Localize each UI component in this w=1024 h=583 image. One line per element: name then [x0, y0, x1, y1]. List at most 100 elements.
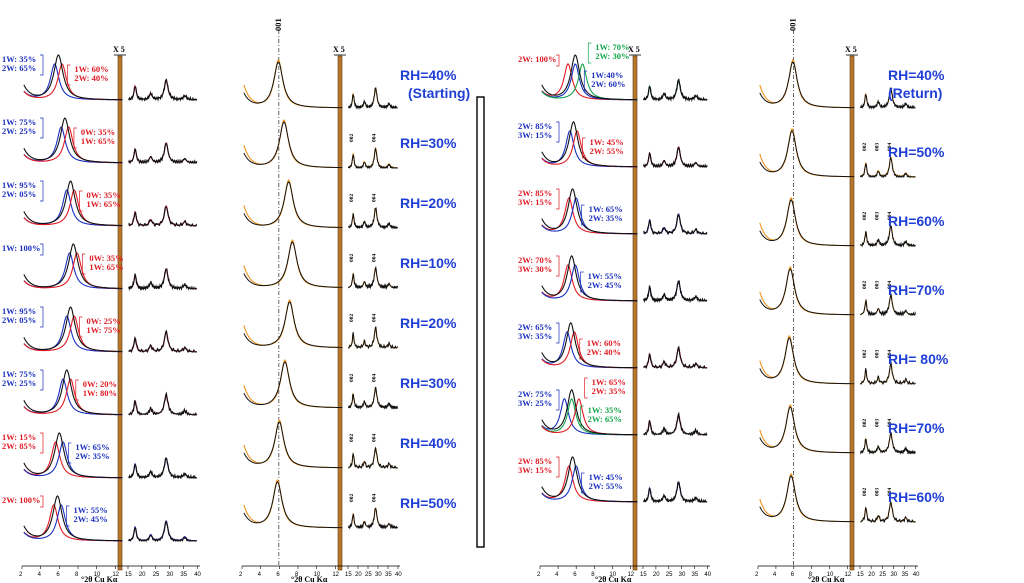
panel-a-row-3-bracket-red [81, 253, 86, 275]
panel-a-row-4-label-blue-0: 1W: 95% [2, 306, 36, 316]
panel-b-x-tick-label-4: 10 [314, 572, 321, 578]
panel-c-x-tick-label-9: 30 [679, 572, 686, 578]
panel-c-row-3-label-red-1: 3W: 30% [518, 264, 552, 274]
panel-c-row-0-label-blue-1: 2W: 60% [591, 79, 625, 89]
panel-c-row-3-label-blue-0: 1W: 55% [588, 271, 622, 281]
panel-c-row-3-bracket-blue [580, 271, 584, 293]
panel-c-row-6-bracket-blue [581, 472, 585, 494]
panel-d-x-tick-label-11: 40 [913, 572, 920, 578]
panel-c-row-5-label-green-0: 1W: 35% [588, 405, 622, 415]
panel-a-row-7-bracket-blue [66, 505, 70, 527]
panel-a-row-4-label-red-0: 0W: 25% [87, 316, 121, 326]
panel-a-row-5-label-blue-1: 2W: 25% [2, 378, 36, 388]
panel-a-row-6-bracket-blue [67, 442, 72, 464]
panel-d-row-2-reflection-004: 004 [887, 212, 893, 221]
panel-b-row-7-calculated [243, 479, 398, 529]
panel-d-row-1-reflection-002: 002 [862, 143, 868, 152]
panel-c-row-3-label-red-0: 2W: 70% [518, 255, 552, 265]
panel-c-row-5-label-blue-0: 2W: 75% [518, 389, 552, 399]
panel-a-row-4-experimental [23, 306, 197, 353]
panel-d-row-6-reflection-003: 003 [874, 488, 880, 497]
panel-b-reflection-001-label: 001 [273, 18, 283, 31]
panel-b-row-6-reflection-002: 002 [349, 434, 355, 443]
panel-c-row-5-label-red-1: 2W: 35% [592, 386, 626, 396]
panel-a-row-3-label-red-0: 0W: 35% [89, 253, 123, 263]
panel-a-row-0-label-blue-1: 2W: 65% [2, 63, 36, 73]
panel-c-row-2-experimental [541, 188, 708, 236]
panel-c-row-2-label-red-1: 3W: 15% [518, 197, 552, 207]
panel-b-row-7-experimental [243, 481, 399, 530]
panel-c-row-6-label-blue-1: 2W: 55% [589, 481, 623, 491]
panel-c-row-0-label-blue-0: 1W:40% [591, 70, 623, 80]
panel-a-row-5-experimental [23, 369, 198, 417]
panel-a-row-5-bracket-blue [40, 369, 44, 391]
panel-b-zoom-label: X 5 [333, 45, 345, 54]
panel-c-row-6-bracket-red [556, 456, 560, 478]
panel-b-row-7-rh-label: RH=50% [400, 495, 457, 511]
panel-d-x-tick-label-10: 35 [902, 572, 909, 578]
panel-c-row-1-bracket-red [582, 137, 586, 159]
panel-b-x-tick-label-5: 12 [332, 572, 339, 578]
panel-d-row-5-reflection-003: 003 [874, 419, 880, 428]
panel-a-row-0-bracket-blue [40, 54, 44, 76]
panel-c-row-4-bracket-blue [556, 322, 560, 344]
panel-a-row-0-label-blue-0: 1W: 35% [2, 54, 36, 64]
panel-b-x-tick-label-3: 8 [295, 572, 299, 578]
panel-d-x-tick-label-9: 30 [890, 572, 897, 578]
panel-a-row-6-bracket-red [40, 432, 44, 454]
panel-b-row-6-experimental [243, 421, 399, 470]
panel-a-row-0-experimental [23, 54, 198, 102]
panel-a-row-2-label-red-0: 0W: 35% [87, 190, 121, 200]
panel-c-row-5-bracket-red [584, 377, 588, 399]
panel-a-x-tick-label-4: 10 [94, 572, 101, 578]
panel-b-row-0-rh-label: RH=40% [400, 67, 457, 83]
panel-b-row-6-rh-label: RH=40% [400, 435, 457, 451]
panel-d-row-4-experimental [759, 337, 916, 386]
panel-b-row-2-rh-label: RH=20% [400, 195, 457, 211]
panel-b-row-1-experimental [243, 121, 398, 170]
panel-a-row-7-component-blue [23, 504, 197, 542]
panel-b-x-tick-label-9: 30 [375, 572, 382, 578]
panel-b-row-5-rh-label: RH=30% [400, 375, 457, 391]
panel-c-row-1-label-red-1: 2W: 55% [589, 146, 623, 156]
panel-b-row-3-calculated [243, 239, 398, 289]
panel-c-row-5-bracket-blue [556, 389, 560, 411]
panel-c-row-2-bracket-blue [581, 204, 585, 226]
panel-a-row-1-bracket-red [73, 127, 77, 149]
panel-a-row-6-label-blue-0: 1W: 65% [75, 442, 109, 452]
panel-c-row-2-label-blue-0: 1W: 65% [589, 204, 623, 214]
panel-a-x-tick-label-0: 2 [19, 572, 23, 578]
panel-d-row-0-experimental [759, 61, 916, 110]
panel-a-x-tick-label-8: 25 [153, 572, 160, 578]
panel-a-row-2-bracket-blue [40, 180, 44, 202]
panel-d-row-3-reflection-004: 004 [887, 281, 893, 290]
panel-b-row-3-reflection-004: 004 [372, 254, 378, 263]
panel-a-x-tick-label-3: 8 [75, 572, 79, 578]
panel-c-x-tick-label-3: 8 [591, 572, 595, 578]
panel-b-row-7-reflection-002: 002 [349, 494, 355, 503]
panel-c-zoom-bar [632, 55, 638, 571]
panel-d-row-2-experimental [759, 199, 916, 248]
panel-c-row-0-bracket-green [587, 42, 592, 64]
panel-a-row-0-label-red-1: 2W: 40% [74, 73, 108, 83]
panel-a-row-7-label-red-0: 2W: 100% [2, 495, 41, 505]
panel-b-row-6-calculated [243, 419, 398, 469]
panel-b-x-tick-label-1: 4 [258, 572, 262, 578]
panel-c-x-tick-label-10: 35 [692, 572, 699, 578]
panel-c-row-5-label-red-0: 1W: 65% [592, 377, 626, 387]
panel-c-zoom-label: X 5 [628, 45, 640, 54]
panel-a-x-tick-label-5: 12 [112, 572, 119, 578]
panel-c-row-3-label-blue-1: 2W: 45% [588, 280, 622, 290]
panel-d-row-6-reflection-004: 004 [887, 488, 893, 497]
panel-b-row-3-rh-label: RH=10% [400, 255, 457, 271]
panel-d-row-3-experimental [759, 268, 916, 317]
panel-a-row-1-label-blue-1: 2W: 25% [2, 126, 36, 136]
panel-d-row-5-reflection-002: 002 [862, 419, 868, 428]
panel-c-row-0-experimental [541, 54, 708, 103]
panel-c-x-tick-label-11: 40 [704, 572, 711, 578]
panel-c-x-tick-label-4: 10 [609, 572, 616, 578]
panel-d-row-1-rh-label: RH=50% [888, 144, 945, 160]
panel-a-x-tick-label-7: 20 [139, 572, 146, 578]
panel-a-row-7-label-blue-0: 1W: 55% [73, 505, 107, 515]
